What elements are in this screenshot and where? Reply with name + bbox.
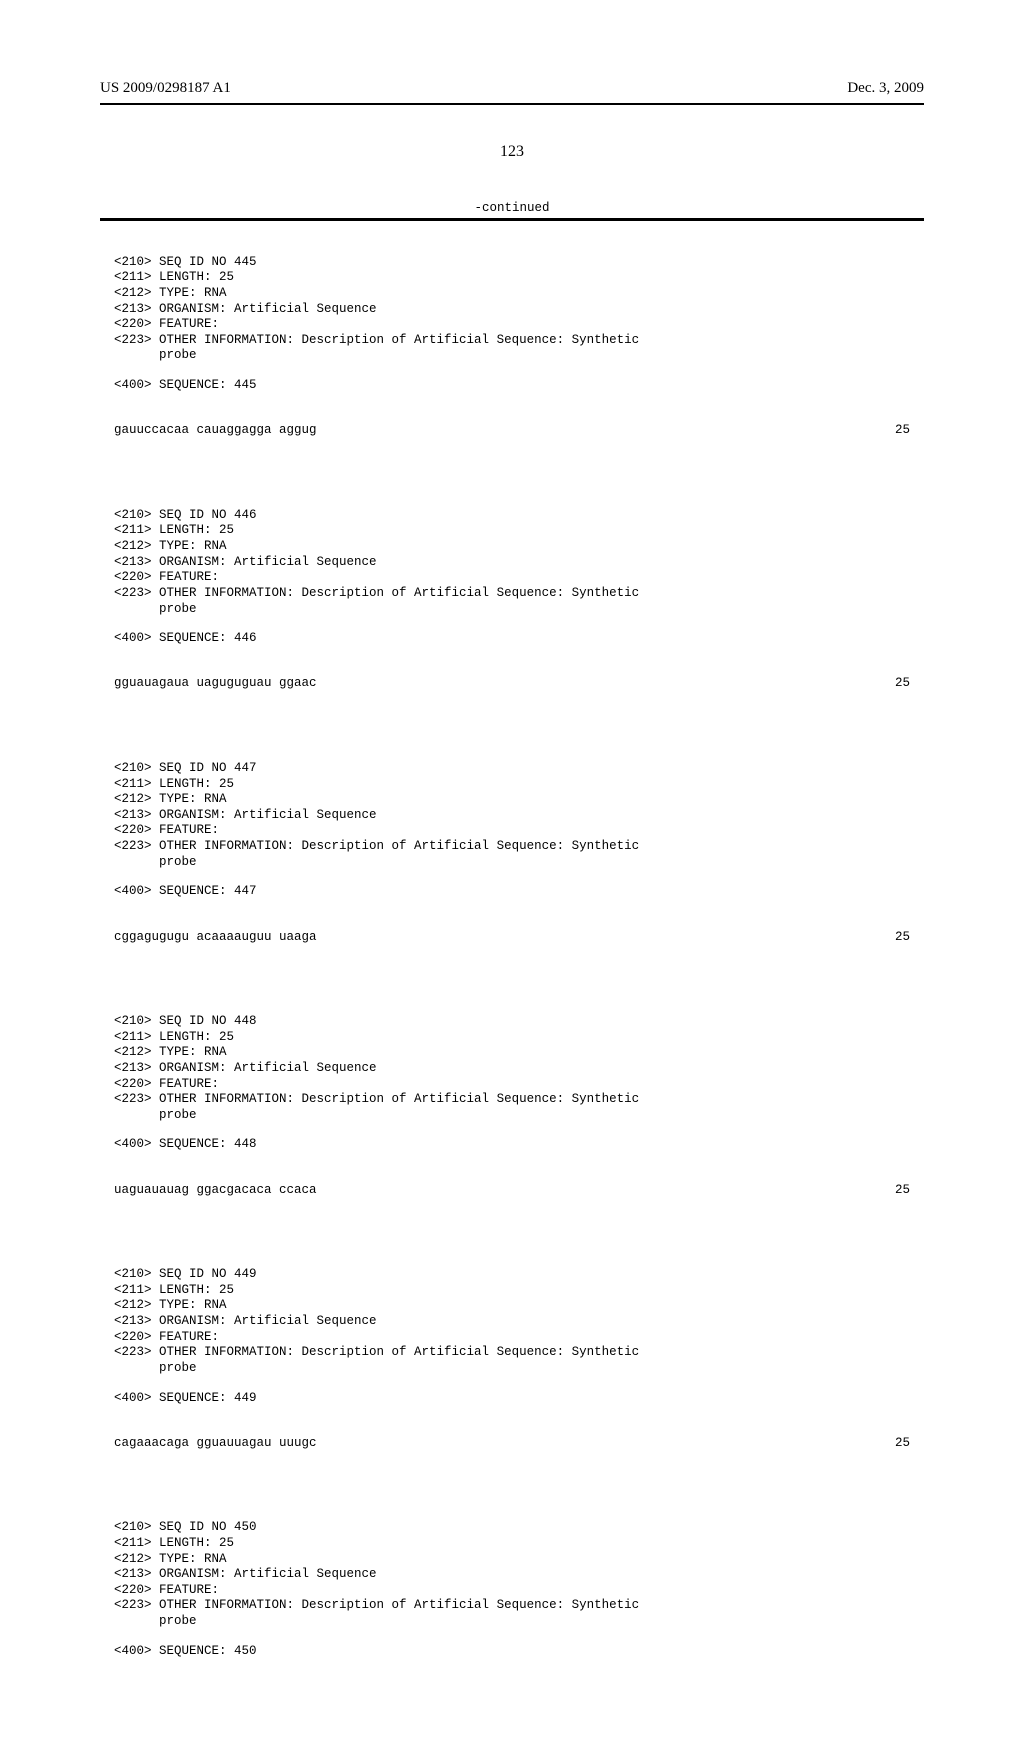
seq-header: <210> SEQ ID NO 446 <211> LENGTH: 25 <21… [114, 508, 639, 616]
sequence-400: <400> SEQUENCE: 445 [114, 378, 910, 394]
sequence-data: cggagugugu acaaaauguu uaaga25 [114, 930, 910, 946]
sequence-block: <210> SEQ ID NO 446 <211> LENGTH: 25 <21… [114, 492, 910, 727]
seq-header: <210> SEQ ID NO 450 <211> LENGTH: 25 <21… [114, 1520, 639, 1628]
sequence-block: <210> SEQ ID NO 447 <211> LENGTH: 25 <21… [114, 745, 910, 980]
seq-header: <210> SEQ ID NO 447 <211> LENGTH: 25 <21… [114, 761, 639, 869]
sequence-data: cagaaacaga gguauuagau uuugc25 [114, 1436, 910, 1452]
sequence-block: <210> SEQ ID NO 445 <211> LENGTH: 25 <21… [114, 239, 910, 474]
sequence-400: <400> SEQUENCE: 446 [114, 631, 910, 647]
page-header: US 2009/0298187 A1 Dec. 3, 2009 [100, 80, 924, 97]
sequence-data: gguauagaua uaguguguau ggaac25 [114, 676, 910, 692]
sequence-400: <400> SEQUENCE: 449 [114, 1391, 910, 1407]
header-rule [100, 103, 924, 105]
publication-number: US 2009/0298187 A1 [100, 80, 231, 97]
page-container: US 2009/0298187 A1 Dec. 3, 2009 123 -con… [0, 0, 1024, 1749]
seq-header: <210> SEQ ID NO 448 <211> LENGTH: 25 <21… [114, 1014, 639, 1122]
sequence-block: <210> SEQ ID NO 448 <211> LENGTH: 25 <21… [114, 998, 910, 1233]
continued-label: -continued [100, 201, 924, 215]
section-rule [100, 218, 924, 221]
sequence-400: <400> SEQUENCE: 447 [114, 884, 910, 900]
seq-header: <210> SEQ ID NO 449 <211> LENGTH: 25 <21… [114, 1267, 639, 1375]
seq-header: <210> SEQ ID NO 445 <211> LENGTH: 25 <21… [114, 255, 639, 363]
sequence-400: <400> SEQUENCE: 448 [114, 1137, 910, 1153]
sequence-data: gauuccacaa cauaggagga aggug25 [114, 423, 910, 439]
sequence-400: <400> SEQUENCE: 450 [114, 1644, 910, 1660]
publication-date: Dec. 3, 2009 [847, 80, 924, 97]
page-number: 123 [100, 143, 924, 161]
sequence-data: uaguauauag ggacgacaca ccaca25 [114, 1183, 910, 1199]
sequence-listing: <210> SEQ ID NO 445 <211> LENGTH: 25 <21… [100, 239, 924, 1691]
sequence-block: <210> SEQ ID NO 450 <211> LENGTH: 25 <21… [114, 1505, 910, 1691]
sequence-block: <210> SEQ ID NO 449 <211> LENGTH: 25 <21… [114, 1252, 910, 1487]
